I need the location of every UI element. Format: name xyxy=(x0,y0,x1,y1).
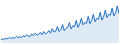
area xyxy=(1,6,119,43)
line xyxy=(1,6,119,40)
chart xyxy=(0,0,120,45)
plot xyxy=(0,0,120,45)
series-group xyxy=(1,6,119,43)
